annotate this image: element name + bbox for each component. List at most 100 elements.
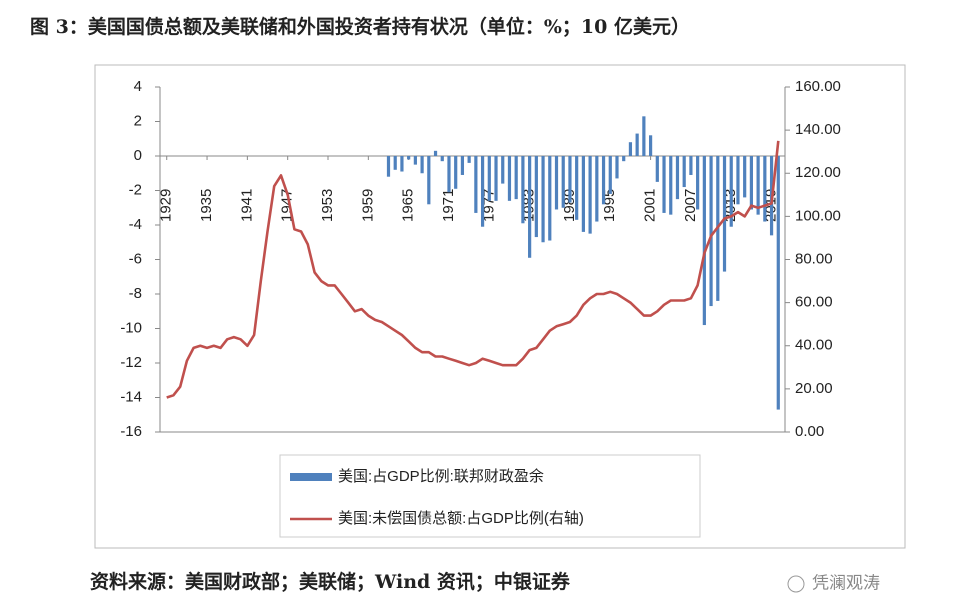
bar [575, 156, 579, 220]
x-tick-label: 2007 [682, 189, 699, 222]
bar [756, 156, 760, 215]
bar [689, 156, 693, 175]
chart-title: 图 3：美国国债总额及美联储和外国投资者持有状况（单位：%；10 亿美元） [30, 15, 690, 38]
y-tick-label: -16 [120, 423, 142, 440]
x-tick-label: 1941 [238, 189, 255, 222]
y2-tick-label: 60.00 [795, 294, 833, 311]
bar [635, 133, 639, 156]
bar [400, 156, 404, 172]
bar [628, 142, 633, 156]
legend-swatch [290, 473, 332, 481]
x-tick-label: 1971 [440, 189, 457, 222]
bar [454, 156, 458, 189]
legend-label: 美国:占GDP比例:联邦财政盈余 [338, 467, 544, 485]
bar [467, 156, 471, 163]
bar [601, 156, 606, 205]
y-tick-label: -2 [129, 181, 142, 198]
bar [534, 156, 538, 238]
bar [433, 150, 438, 156]
bar [763, 156, 767, 222]
bar [662, 156, 666, 213]
bar [595, 156, 599, 222]
bar [528, 156, 532, 258]
y-tick-label: -4 [129, 216, 142, 233]
x-tick-label: 1953 [319, 189, 336, 222]
line [166, 140, 780, 399]
bar [682, 156, 686, 188]
y2-tick-label: 0.00 [795, 423, 824, 440]
legend-label: 美国:未偿国债总额:占GDP比例(右轴) [338, 510, 584, 527]
bar [608, 156, 612, 194]
y-tick-label: -8 [129, 285, 142, 302]
y2-tick-label: 120.00 [795, 164, 841, 181]
bar [736, 156, 740, 205]
y2-tick-label: 100.00 [795, 207, 841, 224]
y-tick-label: -10 [120, 319, 142, 336]
watermark-icon [787, 575, 805, 593]
bar [407, 156, 411, 160]
bar [440, 156, 444, 162]
x-tick-label: 1959 [359, 189, 376, 222]
bar [541, 156, 545, 243]
bar [548, 156, 552, 241]
bar [669, 156, 673, 215]
bar [521, 156, 525, 224]
y-tick-label: -12 [120, 354, 142, 371]
x-tick-label: 1977 [480, 189, 497, 222]
y-tick-label: -14 [120, 388, 142, 405]
bar [561, 156, 565, 208]
bar [749, 156, 753, 210]
bar [776, 156, 780, 410]
y2-tick-label: 80.00 [795, 250, 833, 267]
bar [480, 156, 485, 227]
x-tick-label: 2001 [642, 189, 659, 222]
bar [494, 156, 498, 201]
x-tick-label: 1995 [601, 189, 618, 222]
bar [655, 156, 659, 182]
bar [514, 156, 518, 200]
bar [615, 156, 619, 179]
y2-tick-label: 160.00 [795, 78, 841, 95]
bar [447, 156, 451, 193]
bar [642, 116, 646, 156]
x-tick-label: 1929 [158, 189, 175, 222]
x-tick-label: 1935 [198, 189, 215, 222]
bar [709, 156, 713, 307]
bar [393, 156, 397, 170]
x-tick-label: 1965 [400, 189, 417, 222]
bar [568, 156, 572, 203]
x-tick-label: 1989 [561, 189, 578, 222]
bar [696, 156, 700, 210]
watermark: 凭澜观涛 [812, 573, 880, 592]
bar [507, 156, 512, 201]
bar [487, 156, 491, 201]
chart-frame [94, 64, 906, 549]
source-note: 资料来源：美国财政部；美联储；Wind 资讯；中银证券 [90, 570, 571, 593]
bar [413, 156, 417, 165]
bar [386, 156, 391, 177]
y-tick-label: 0 [134, 147, 142, 164]
bar [722, 156, 727, 272]
bar [675, 156, 680, 200]
bar [702, 156, 706, 326]
y-tick-label: 4 [134, 78, 142, 95]
y-tick-label: 2 [134, 112, 142, 129]
bar [588, 156, 592, 234]
bar [729, 156, 733, 227]
bar [743, 156, 747, 198]
bar [581, 156, 585, 232]
bar [460, 156, 465, 175]
bar [420, 156, 424, 174]
legend-box [279, 454, 701, 538]
bar [501, 156, 505, 184]
bar [622, 156, 626, 162]
bar [554, 156, 559, 210]
y2-tick-label: 140.00 [795, 121, 841, 138]
bar [648, 135, 653, 156]
y2-tick-label: 40.00 [795, 337, 833, 354]
bar [474, 156, 478, 213]
y-tick-label: -6 [129, 250, 142, 267]
bar [427, 156, 431, 205]
